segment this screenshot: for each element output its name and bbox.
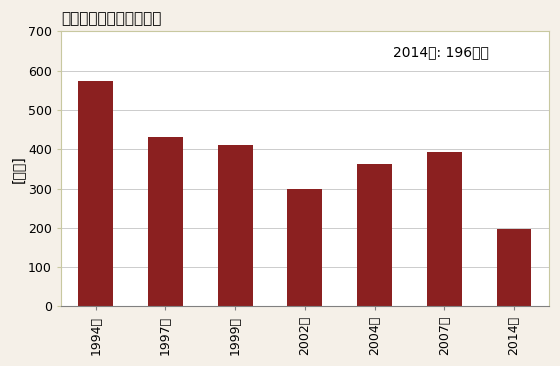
Bar [497, 229, 531, 306]
Bar [357, 164, 392, 306]
Bar [427, 152, 462, 306]
Text: 2014年: 196億円: 2014年: 196億円 [393, 45, 489, 59]
Bar [78, 81, 113, 306]
Bar [148, 137, 183, 306]
Bar [287, 189, 323, 306]
Bar [218, 145, 253, 306]
Text: 卸売業の年間商品販売額: 卸売業の年間商品販売額 [61, 11, 161, 26]
Y-axis label: [億円]: [億円] [11, 155, 25, 183]
